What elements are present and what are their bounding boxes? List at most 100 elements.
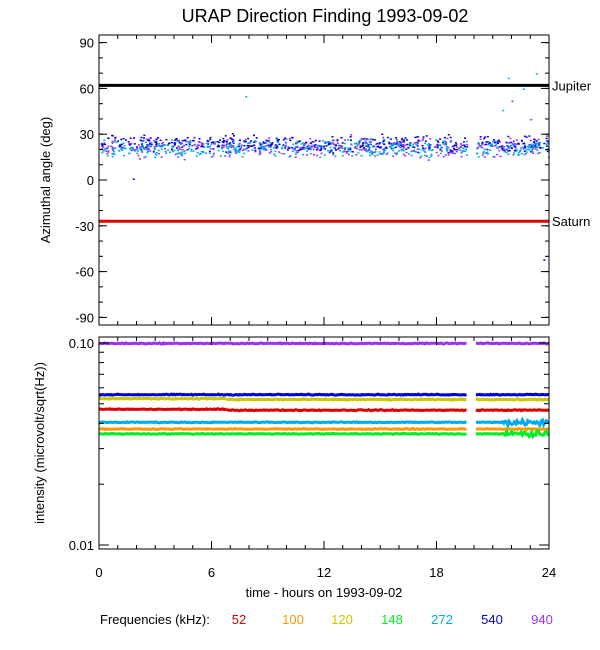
azimuth-point-940 [179,148,182,151]
azimuth-point-540 [231,133,234,135]
azimuth-point-272 [144,155,147,158]
azimuth-outlier-point [530,118,533,121]
azimuth-point-540 [417,139,420,142]
azimuth-point-540 [282,144,285,146]
azimuth-point-940 [496,153,499,156]
azimuth-point-540 [225,151,228,153]
azimuth-point-540 [209,138,212,141]
azimuth-point-540 [489,142,492,144]
azimuth-point-272 [122,147,125,149]
azimuth-point-272 [243,152,246,155]
azimuth-point-272 [309,147,312,150]
azimuth-point-272 [240,146,243,148]
azimuth-point-272 [101,151,104,154]
azimuth-point-272 [187,142,190,144]
azimuth-point-940 [393,141,396,144]
azimuth-point-272 [489,145,492,147]
azimuth-point-540 [289,139,292,142]
azimuth-point-540 [254,140,257,143]
azimuth-point-272 [391,147,394,150]
azimuth-point-272 [341,147,344,149]
azimuth-point-272 [296,145,299,148]
azimuth-point-940 [483,156,486,158]
azimuth-point-272 [226,152,229,154]
azimuth-point-940 [374,155,377,157]
azimuth-point-272 [434,139,437,141]
azimuth-point-272 [193,144,196,146]
azimuth-point-272 [401,148,404,151]
azimuth-point-540 [276,145,279,147]
azimuth-point-272 [123,145,126,147]
azimuth-point-540 [185,143,188,146]
azimuth-point-272 [123,147,126,150]
azimuth-point-540 [121,147,124,149]
azimuth-point-272 [513,143,516,146]
azimuth-point-940 [210,156,213,158]
azimuth-point-540 [298,140,301,143]
azimuth-point-272 [154,156,157,159]
azimuth-point-540 [498,146,501,148]
azimuth-point-272 [354,142,357,145]
azimuth-outlier-point [522,88,525,90]
azimuth-point-272 [308,146,311,148]
azimuth-point-540 [171,141,174,144]
azimuth-point-940 [466,143,469,146]
azimuth-point-540 [422,136,425,138]
azimuth-point-540 [140,139,143,142]
azimuth-point-272 [187,147,190,150]
azimuth-point-540 [155,138,158,140]
azimuth-point-540 [238,145,241,148]
azimuth-point-940 [127,143,130,145]
azimuth-point-940 [143,156,146,159]
azimuth-point-272 [525,151,528,153]
azimuth-point-940 [259,151,262,153]
azimuth-point-272 [226,143,229,146]
azimuth-point-540 [439,148,442,151]
azimuth-point-272 [192,150,195,152]
azimuth-point-940 [445,141,448,144]
azimuth-point-940 [178,148,181,150]
azimuth-point-940 [368,148,371,151]
azimuth-point-540 [453,144,456,147]
azimuth-point-940 [458,147,461,150]
azimuth-point-940 [395,153,398,156]
azimuth-point-540 [106,147,109,149]
azimuth-point-540 [221,144,224,147]
azimuth-point-272 [104,148,107,151]
azimuth-point-540 [218,139,221,141]
azimuth-point-940 [234,151,237,153]
azimuth-point-940 [319,145,322,148]
azimuth-point-272 [172,150,175,153]
azimuth-point-272 [267,146,270,148]
azimuth-point-540 [117,140,120,142]
azimuth-point-272 [288,156,291,158]
azimuth-point-272 [302,153,305,156]
azimuth-point-272 [321,140,324,142]
azimuth-point-272 [482,151,485,153]
azimuth-point-272 [349,150,352,153]
azimuth-point-272 [439,152,442,155]
azimuth-point-272 [369,140,372,143]
azimuth-point-272 [138,147,141,150]
reference-label-jupiter: Jupiter [552,78,592,93]
azimuth-point-272 [160,148,163,150]
azimuth-point-272 [397,150,400,152]
azimuth-point-940 [483,144,486,146]
azimuth-point-272 [408,143,411,146]
azimuth-point-940 [501,144,504,147]
azimuth-point-272 [423,150,426,152]
azimuth-point-540 [455,148,458,151]
azimuth-point-272 [265,142,268,144]
azimuth-point-272 [284,145,287,148]
azimuth-point-540 [447,134,450,136]
azimuth-point-272 [382,151,385,154]
azimuth-point-272 [169,151,172,154]
azimuth-point-940 [247,150,250,152]
azimuth-point-540 [488,142,491,144]
azimuth-point-272 [381,142,384,144]
azimuth-point-940 [337,148,340,150]
intensity-line-120 [226,397,467,402]
azimuth-point-272 [511,143,514,145]
azimuth-point-540 [331,135,334,138]
